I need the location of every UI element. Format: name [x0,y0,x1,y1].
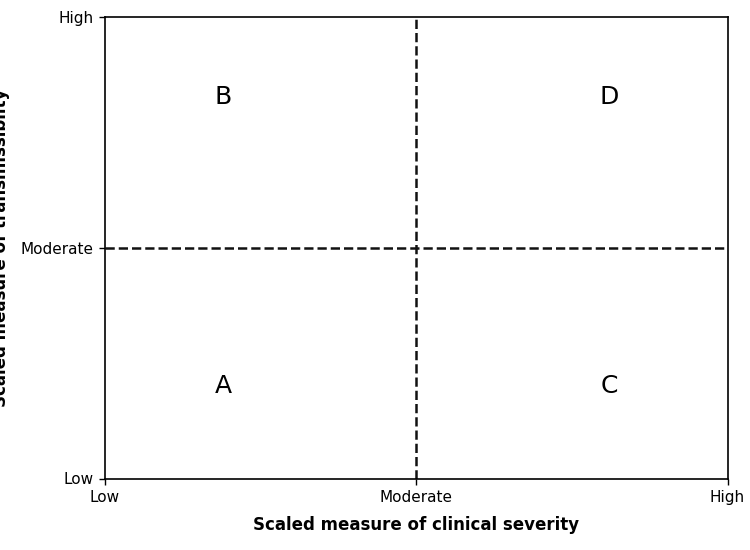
Text: C: C [601,374,618,398]
Y-axis label: Scaled measure of transmissiblity: Scaled measure of transmissiblity [0,89,10,406]
Text: A: A [214,374,232,398]
X-axis label: Scaled measure of clinical severity: Scaled measure of clinical severity [254,516,579,534]
Text: B: B [214,85,232,109]
Text: D: D [599,85,619,109]
